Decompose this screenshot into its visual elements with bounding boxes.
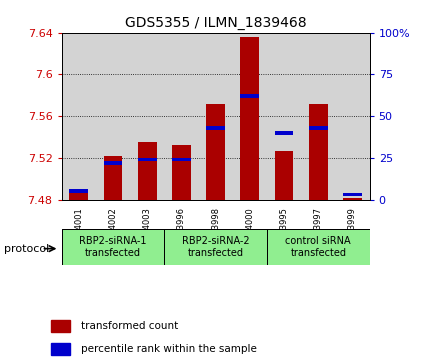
Bar — [275, 151, 293, 200]
FancyBboxPatch shape — [267, 229, 370, 265]
Text: protocol: protocol — [4, 244, 50, 254]
Bar — [172, 158, 191, 162]
Bar — [138, 158, 157, 162]
Bar — [343, 193, 362, 196]
Bar — [103, 156, 122, 200]
Bar — [172, 145, 191, 200]
Bar — [70, 189, 88, 193]
Bar — [51, 320, 70, 332]
FancyBboxPatch shape — [62, 229, 164, 265]
FancyBboxPatch shape — [164, 229, 267, 265]
Bar — [96, 33, 130, 200]
Bar — [267, 33, 301, 200]
Bar — [335, 33, 370, 200]
Bar — [233, 33, 267, 200]
Bar — [275, 131, 293, 135]
Bar — [240, 37, 259, 200]
Bar — [198, 33, 233, 200]
Bar — [164, 33, 198, 200]
Bar — [138, 142, 157, 200]
Bar — [206, 126, 225, 130]
Bar — [103, 161, 122, 165]
Bar — [343, 197, 362, 200]
Bar — [301, 33, 335, 200]
Text: control siRNA
transfected: control siRNA transfected — [286, 236, 351, 258]
Bar — [206, 103, 225, 200]
Bar — [309, 126, 328, 130]
Bar — [51, 343, 70, 355]
Bar — [70, 192, 88, 200]
Bar — [130, 33, 164, 200]
Bar — [240, 94, 259, 98]
Text: percentile rank within the sample: percentile rank within the sample — [81, 344, 257, 354]
Bar — [309, 103, 328, 200]
Text: RBP2-siRNA-2
transfected: RBP2-siRNA-2 transfected — [182, 236, 249, 258]
Bar — [62, 33, 96, 200]
Title: GDS5355 / ILMN_1839468: GDS5355 / ILMN_1839468 — [125, 16, 306, 30]
Text: transformed count: transformed count — [81, 321, 179, 331]
Text: RBP2-siRNA-1
transfected: RBP2-siRNA-1 transfected — [79, 236, 147, 258]
